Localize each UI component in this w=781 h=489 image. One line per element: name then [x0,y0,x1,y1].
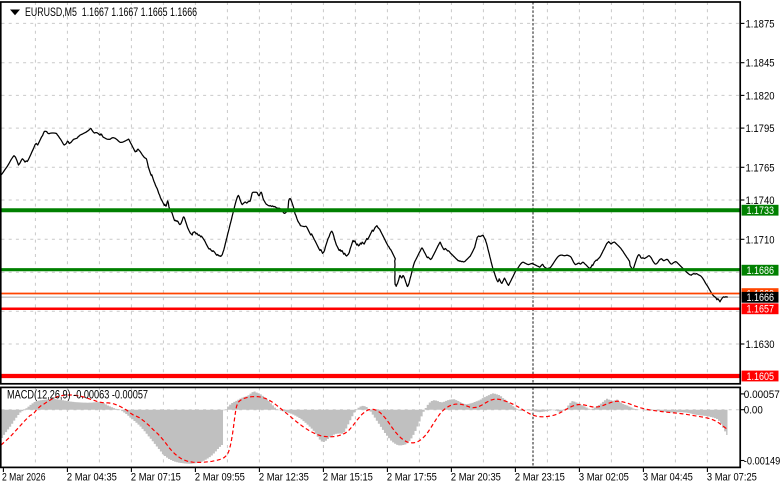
svg-text:1.1875: 1.1875 [746,18,775,30]
svg-text:3 Mar 07:25: 3 Mar 07:25 [707,471,757,483]
svg-text:1.1630: 1.1630 [746,339,775,351]
svg-text:0.00: 0.00 [744,405,763,417]
svg-text:1.1845: 1.1845 [746,58,775,70]
svg-text:2 Mar 23:15: 2 Mar 23:15 [515,471,565,483]
svg-text:1.1740: 1.1740 [746,195,775,207]
svg-text:3 Mar 04:45: 3 Mar 04:45 [643,471,693,483]
svg-text:2 Mar 07:15: 2 Mar 07:15 [131,471,181,483]
svg-text:1.1795: 1.1795 [746,123,775,135]
svg-text:1.1710: 1.1710 [746,234,775,246]
svg-text:2 Mar 2026: 2 Mar 2026 [2,471,46,483]
svg-text:1.1666: 1.1666 [747,292,775,304]
svg-text:1.1686: 1.1686 [747,265,775,277]
svg-text:2 Mar 12:35: 2 Mar 12:35 [259,471,309,483]
svg-text:2 Mar 04:35: 2 Mar 04:35 [67,471,117,483]
svg-text:2 Mar 15:15: 2 Mar 15:15 [323,471,373,483]
svg-text:-0.00149: -0.00149 [744,456,781,468]
svg-text:2 Mar 20:35: 2 Mar 20:35 [451,471,501,483]
svg-text:2 Mar 17:55: 2 Mar 17:55 [387,471,437,483]
svg-text:1.1605: 1.1605 [747,371,775,383]
svg-text:1.1820: 1.1820 [746,90,775,102]
svg-text:0.00057: 0.00057 [744,389,780,401]
svg-text:2 Mar 09:55: 2 Mar 09:55 [195,471,245,483]
svg-text:3 Mar 02:05: 3 Mar 02:05 [579,471,629,483]
svg-text:1.1657: 1.1657 [747,304,775,316]
svg-text:MACD(12,26,9) -0.00063 -0.0005: MACD(12,26,9) -0.00063 -0.00057 [7,390,148,402]
svg-text:1.1765: 1.1765 [746,162,775,174]
svg-text:EURUSD,M5 1.1667 1.1667 1.166: EURUSD,M5 1.1667 1.1667 1.1665 1.1666 [25,7,197,19]
svg-text:1.1733: 1.1733 [747,205,775,217]
